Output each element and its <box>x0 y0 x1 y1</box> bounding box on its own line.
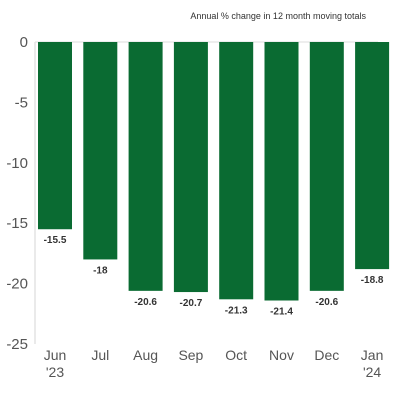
bar-data-label: -20.6 <box>134 297 157 308</box>
x-tick-label: Jul <box>91 347 109 363</box>
x-tick-label: Oct <box>225 347 247 363</box>
bar <box>38 42 72 230</box>
bar-data-label: -15.5 <box>44 235 67 246</box>
bar <box>264 42 299 301</box>
bar <box>355 42 390 270</box>
y-tick-label: 0 <box>20 34 28 51</box>
y-tick-label: -5 <box>15 94 28 111</box>
bar-data-label: -21.4 <box>270 307 293 318</box>
x-tick-label: '24 <box>363 364 381 380</box>
x-tick-label: '23 <box>46 364 64 380</box>
x-tick-label: Nov <box>269 347 294 363</box>
y-axis-ticks: 0 -5 -10 -15 -20 -25 <box>6 34 28 353</box>
bar-data-label: -20.6 <box>315 297 338 308</box>
x-tick-label: Jun <box>44 347 67 363</box>
bar-data-label: -20.7 <box>180 298 203 309</box>
y-tick-label: -10 <box>6 155 28 172</box>
bar-data-label: -18.8 <box>361 275 384 286</box>
x-axis-ticks: Jun'23 Jul Aug Sep Oct Nov Dec Jan'24 <box>44 347 384 380</box>
bar <box>128 42 163 291</box>
x-tick-label: Dec <box>314 347 339 363</box>
y-tick-label: -15 <box>6 215 28 232</box>
bar-data-label: -18 <box>93 265 108 276</box>
bar-data-label: -21.3 <box>225 305 248 316</box>
bar <box>173 42 208 293</box>
y-tick-label: -20 <box>6 276 28 293</box>
bar <box>219 42 254 300</box>
x-tick-label: Aug <box>133 347 158 363</box>
bar <box>309 42 344 291</box>
x-tick-label: Jan <box>361 347 384 363</box>
bars: -15.5 -18 -20.6 -20.7 -21.3 -21.4 -20.6 -18.8 <box>38 42 390 318</box>
chart-subtitle: Annual % change in 12 month moving total… <box>190 11 366 21</box>
bar <box>83 42 118 260</box>
x-tick-label: Sep <box>178 347 203 363</box>
y-tick-label: -25 <box>6 336 28 353</box>
